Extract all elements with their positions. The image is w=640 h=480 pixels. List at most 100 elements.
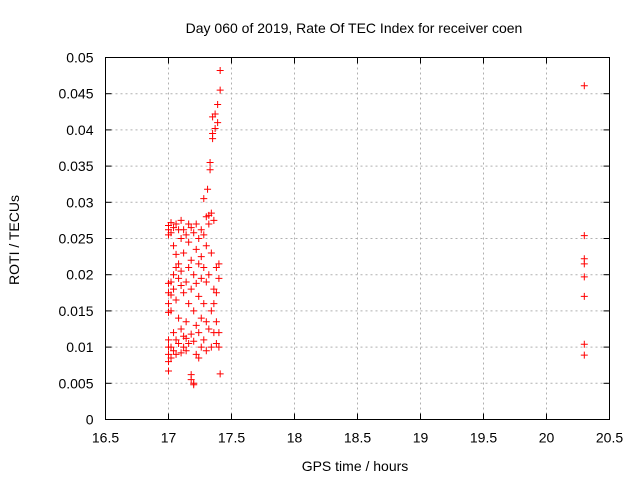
y-tick-label: 0	[86, 412, 94, 428]
data-point	[167, 278, 175, 286]
data-point	[167, 307, 175, 315]
data-point	[197, 226, 205, 234]
data-point	[167, 354, 175, 362]
data-point	[580, 292, 588, 300]
data-point	[200, 336, 208, 344]
x-tick-label: 18	[287, 430, 303, 446]
y-tick-label: 0.02	[66, 267, 93, 283]
data-point	[177, 235, 185, 242]
y-tick-label: 0.015	[58, 303, 93, 319]
y-axis-label: ROTI / TECUs	[6, 195, 22, 285]
data-point	[180, 343, 188, 351]
data-point	[580, 82, 588, 90]
data-point	[200, 231, 208, 239]
data-point	[216, 67, 224, 75]
data-points	[165, 67, 588, 389]
data-point	[187, 224, 195, 232]
y-tick-label: 0.01	[66, 339, 93, 355]
x-tick-label: 19.5	[470, 430, 497, 446]
data-point	[200, 300, 208, 308]
data-point	[580, 260, 588, 268]
y-tick-label: 0.035	[58, 158, 93, 174]
data-point	[195, 354, 203, 362]
data-point	[215, 343, 223, 351]
chart-title: Day 060 of 2019, Rate Of TEC Index for r…	[186, 20, 523, 36]
data-point	[206, 166, 214, 174]
data-point	[197, 314, 205, 322]
data-point	[170, 285, 178, 293]
data-point	[165, 336, 172, 344]
data-point	[177, 267, 185, 275]
data-point	[214, 119, 222, 127]
x-tick-label: 16.5	[92, 430, 119, 446]
data-point	[170, 329, 178, 337]
data-point	[172, 220, 180, 228]
data-point	[175, 314, 183, 322]
data-point	[177, 325, 185, 333]
data-point	[207, 343, 215, 351]
data-point	[172, 296, 180, 304]
data-point	[580, 351, 588, 359]
data-point	[165, 300, 172, 308]
data-point	[200, 195, 208, 203]
data-point	[207, 249, 215, 257]
data-point	[185, 263, 193, 271]
data-point	[190, 381, 198, 389]
data-point	[211, 124, 219, 132]
data-point	[580, 232, 588, 240]
x-tick-label: 17.5	[218, 430, 245, 446]
data-point	[170, 224, 178, 232]
data-point	[209, 135, 217, 143]
data-point	[170, 242, 178, 250]
data-point	[175, 339, 183, 347]
x-axis-label: GPS time / hours	[302, 458, 409, 474]
data-point	[187, 330, 195, 338]
data-point	[180, 249, 188, 257]
y-tick-label: 0.005	[58, 375, 93, 391]
data-point	[202, 347, 210, 355]
y-tick-label: 0.04	[66, 122, 93, 138]
data-point	[187, 376, 195, 384]
y-tick-label: 0.05	[66, 50, 93, 66]
data-point	[177, 282, 185, 290]
data-point	[205, 271, 213, 279]
y-tick-label: 0.025	[58, 231, 93, 247]
data-point	[205, 325, 213, 333]
data-point	[182, 278, 190, 286]
data-point	[211, 110, 219, 118]
data-point	[182, 318, 190, 326]
data-point	[167, 343, 175, 351]
data-point	[185, 339, 193, 347]
data-point	[192, 321, 200, 329]
data-point	[185, 220, 193, 228]
data-point	[192, 279, 200, 287]
x-tick-label: 20	[539, 430, 555, 446]
data-point	[580, 340, 588, 348]
data-point	[195, 329, 203, 337]
data-point	[180, 289, 188, 297]
data-point	[206, 158, 214, 166]
data-point	[177, 349, 185, 357]
data-point	[202, 242, 210, 250]
data-point	[190, 307, 198, 315]
x-tick-label: 18.5	[344, 430, 371, 446]
data-point	[190, 271, 198, 279]
data-point	[165, 358, 172, 366]
axis-ticks: 16.5 17 17.5 18 18.5 19 19.5 20 20.5 0 0.005 0.01 0.…	[58, 50, 623, 446]
data-point	[167, 291, 175, 299]
x-tick-label: 20.5	[596, 430, 623, 446]
data-point	[165, 367, 172, 375]
data-point	[165, 350, 172, 358]
data-point	[215, 274, 223, 282]
data-point	[175, 260, 183, 268]
grid-lines	[105, 57, 610, 420]
data-point	[167, 229, 175, 237]
x-tick-label: 17	[161, 430, 177, 446]
data-point	[172, 250, 180, 258]
data-point	[195, 260, 203, 268]
plot-frame	[105, 57, 610, 420]
data-point	[177, 216, 185, 224]
data-point	[180, 226, 188, 234]
data-point	[212, 339, 220, 347]
